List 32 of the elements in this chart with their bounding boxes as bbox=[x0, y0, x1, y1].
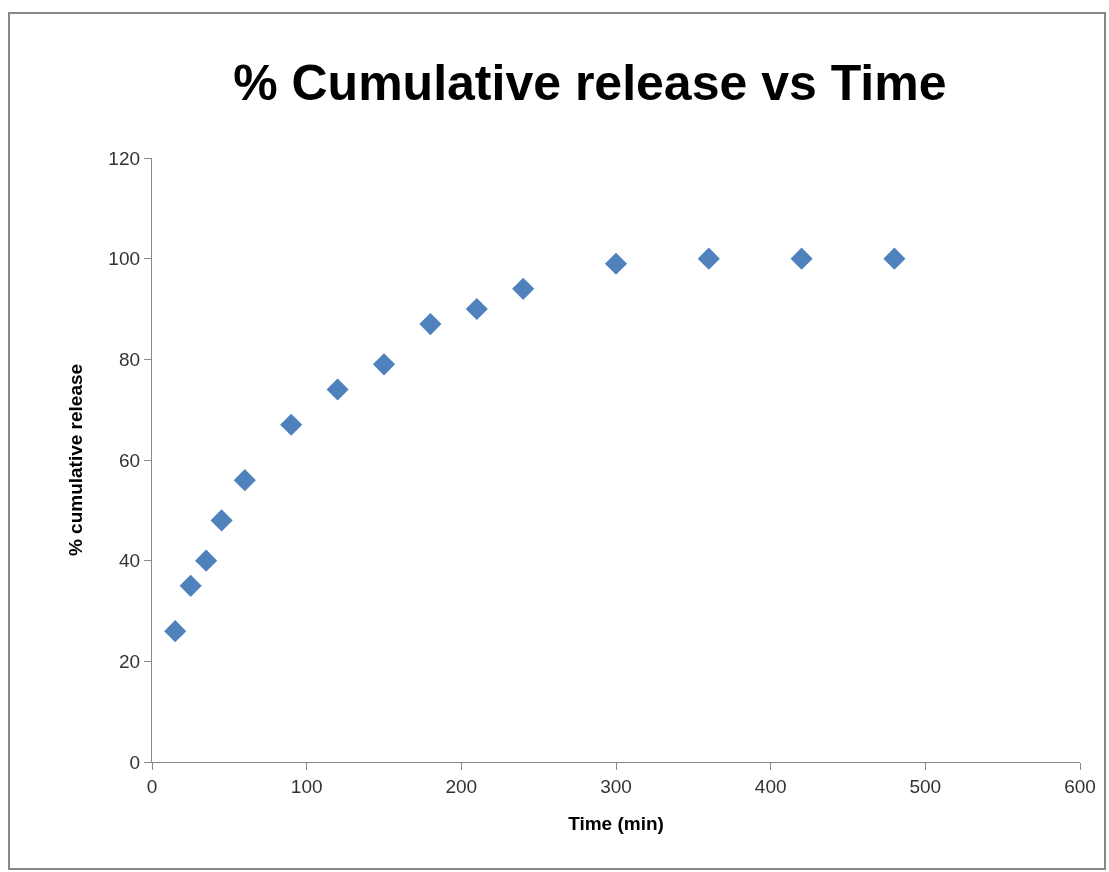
point bbox=[419, 313, 442, 336]
chart-title: % Cumulative release vs Time bbox=[233, 54, 947, 111]
x-tick-label: 400 bbox=[754, 775, 787, 797]
point bbox=[790, 247, 813, 270]
x-tick-label: 0 bbox=[146, 775, 158, 797]
point bbox=[280, 413, 303, 436]
point bbox=[179, 574, 202, 597]
point bbox=[326, 378, 349, 401]
point bbox=[883, 247, 906, 270]
x-tick-label: 200 bbox=[445, 775, 478, 797]
y-tick-label: 0 bbox=[129, 751, 141, 773]
point bbox=[195, 549, 218, 572]
x-tick-label: 500 bbox=[909, 775, 942, 797]
x-tick-label: 600 bbox=[1064, 775, 1096, 797]
point bbox=[164, 620, 187, 643]
point bbox=[465, 297, 488, 321]
y-tick-label: 80 bbox=[118, 348, 141, 370]
point bbox=[697, 247, 720, 270]
point bbox=[512, 277, 535, 300]
point bbox=[372, 353, 396, 376]
y-tick-label: 40 bbox=[118, 550, 141, 572]
x-tick-label: 300 bbox=[600, 775, 632, 797]
y-tick-label: 100 bbox=[108, 248, 141, 270]
y-axis-title: % cumulative release bbox=[65, 363, 87, 557]
x-tick-label: 100 bbox=[290, 775, 323, 797]
point bbox=[233, 469, 256, 492]
point bbox=[604, 252, 628, 275]
x-axis-title: Time (min) bbox=[568, 812, 664, 834]
y-tick-label: 120 bbox=[108, 147, 141, 169]
point bbox=[210, 509, 233, 532]
y-tick-label: 20 bbox=[118, 650, 141, 672]
y-tick-label: 60 bbox=[118, 449, 141, 471]
